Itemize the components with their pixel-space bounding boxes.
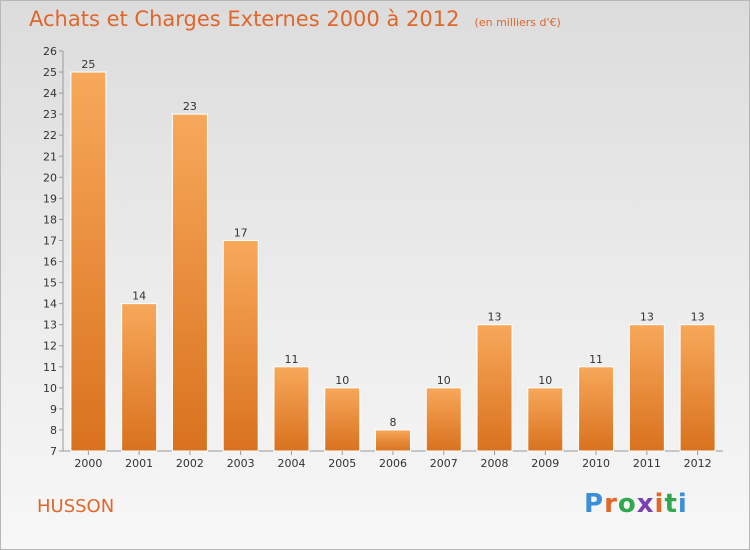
bar-value-label: 13	[691, 311, 705, 324]
y-tick-label: 12	[43, 340, 57, 353]
logo-letter: o	[617, 489, 637, 519]
bar-value-label: 23	[183, 100, 197, 113]
y-tick-label: 14	[43, 298, 57, 311]
y-tick-label: 18	[43, 213, 57, 226]
y-tick-label: 19	[43, 192, 57, 205]
y-tick-label: 15	[43, 277, 57, 290]
bar-value-label: 13	[640, 311, 654, 324]
unit-note: (en milliers d'€)	[474, 16, 561, 29]
bar	[171, 113, 208, 452]
x-tick-label: 2004	[277, 457, 305, 470]
bar	[375, 429, 411, 452]
chart-title-text: Achats et Charges Externes 2000 à 2012	[29, 7, 460, 31]
bar	[121, 303, 158, 452]
bar	[476, 324, 513, 452]
x-tick-label: 2005	[328, 457, 356, 470]
y-tick-label: 9	[50, 403, 57, 416]
x-tick-label: 2001	[125, 457, 153, 470]
bar-value-label: 13	[488, 311, 502, 324]
y-tick-label: 10	[43, 382, 57, 395]
y-tick-label: 11	[43, 361, 57, 374]
x-tick-label: 2011	[633, 457, 661, 470]
x-tick-label: 2009	[531, 457, 559, 470]
logo-letter: x	[636, 489, 655, 519]
bar-value-label: 14	[132, 290, 146, 303]
y-tick-label: 22	[43, 129, 57, 142]
logo-letter: t	[664, 489, 678, 519]
x-tick-label: 2008	[481, 457, 509, 470]
bar	[222, 239, 259, 452]
bar	[628, 324, 665, 452]
x-tick-label: 2007	[430, 457, 458, 470]
bar	[679, 324, 716, 452]
logo-letter: i	[677, 489, 688, 519]
y-tick-label: 20	[43, 171, 57, 184]
y-tick-label: 26	[43, 45, 57, 58]
y-tick-label: 16	[43, 256, 57, 269]
y-tick-label: 8	[50, 424, 57, 437]
y-tick-label: 25	[43, 66, 57, 79]
logo-letter: P	[584, 489, 605, 519]
bar	[425, 387, 462, 452]
bar	[527, 387, 564, 452]
x-tick-label: 2006	[379, 457, 407, 470]
x-tick-label: 2002	[176, 457, 204, 470]
bar	[324, 387, 361, 452]
x-tick-label: 2003	[227, 457, 255, 470]
chart-title: Achats et Charges Externes 2000 à 2012 (…	[29, 7, 561, 31]
bar-value-label: 25	[81, 58, 95, 71]
y-tick-label: 13	[43, 319, 57, 332]
commune-name: HUSSON	[37, 496, 115, 517]
bar	[273, 366, 310, 452]
logo-letter: i	[654, 489, 665, 519]
proxiti-logo: Proxiti	[584, 489, 688, 519]
bar-value-label: 10	[538, 374, 552, 387]
y-tick-label: 7	[50, 445, 57, 458]
x-tick-label: 2010	[582, 457, 610, 470]
bar-value-label: 8	[390, 416, 397, 429]
bar-value-label: 17	[234, 226, 248, 239]
y-tick-label: 21	[43, 150, 57, 163]
bar-value-label: 11	[284, 353, 298, 366]
x-tick-label: 2000	[74, 457, 102, 470]
y-tick-label: 24	[43, 87, 57, 100]
x-tick-label: 2012	[684, 457, 712, 470]
bar	[70, 71, 107, 452]
bar-value-label: 10	[437, 374, 451, 387]
y-tick-label: 23	[43, 108, 57, 121]
y-tick-label: 17	[43, 234, 57, 247]
bar	[578, 366, 615, 452]
bar-value-label: 11	[589, 353, 603, 366]
bar-value-label: 10	[335, 374, 349, 387]
logo-letter: r	[604, 489, 618, 519]
